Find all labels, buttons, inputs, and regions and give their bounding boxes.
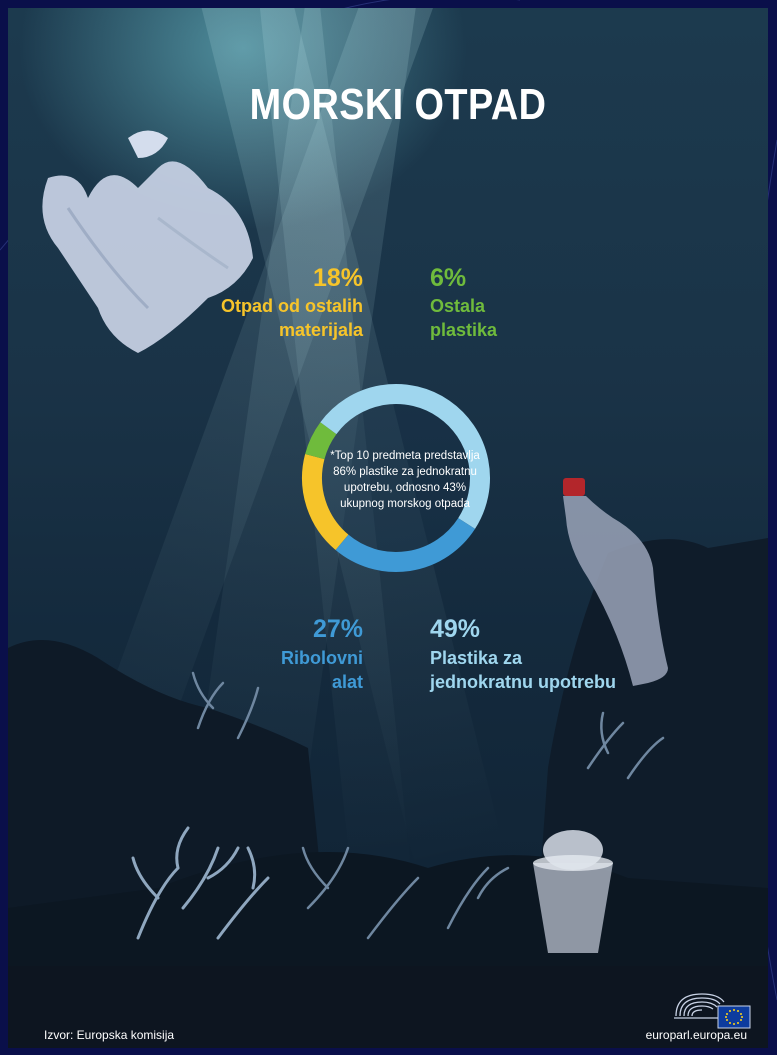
label-fishing-gear-value: 27%	[312, 615, 363, 643]
plastic-bottle-illustration	[563, 478, 668, 686]
website-link[interactable]: europarl.europa.eu	[645, 1028, 747, 1042]
page-title: MORSKI OTPAD	[249, 80, 547, 129]
label-single-use-line2: jednokratnu upotrebu	[430, 672, 616, 692]
donut-segment-otpad-od-ostalih-materijala	[302, 453, 349, 551]
donut-segment-ostala-plastika	[305, 422, 337, 460]
note-line-2: 86% plastike za jednokratnu	[333, 466, 477, 478]
coral-mid	[191, 671, 665, 940]
label-other-materials-line1: Otpad od ostalih	[221, 296, 363, 316]
note-line-1: *Top 10 predmeta predstavlja	[330, 450, 480, 462]
coral-left	[131, 826, 270, 940]
label-single-use-line1: Plastika za	[430, 648, 523, 668]
label-other-materials-line2: materijala	[278, 320, 363, 340]
label-fishing-gear-line1: Ribolovni	[281, 648, 363, 668]
label-other-materials-value: 18%	[312, 264, 363, 292]
source-credit: Izvor: Europska komisija	[44, 1028, 175, 1042]
plastic-cup-illustration	[533, 830, 613, 953]
label-other-plastic-line2: plastika	[430, 320, 498, 340]
plastic-bag-illustration	[42, 130, 253, 353]
label-other-plastic-value: 6%	[430, 264, 467, 292]
note-line-3: upotrebu, odnosno 43%	[343, 482, 467, 494]
label-other-plastic-line1: Ostala	[430, 296, 486, 316]
note-line-4: ukupnog morskog otpada	[340, 498, 470, 510]
donut-center-note: *Top 10 predmeta predstavlja 86% plastik…	[320, 448, 490, 512]
seabed-illustration	[8, 130, 768, 1048]
infographic-poster: MORSKI OTPAD 18% Otpad od ostalih materi…	[8, 8, 768, 1048]
label-single-use-value: 49%	[430, 615, 481, 643]
donut-chart	[302, 384, 490, 572]
donut-segment-ribolovni-alat	[335, 517, 476, 572]
european-parliament-logo	[674, 993, 751, 1029]
label-fishing-gear-line2: alat	[331, 672, 363, 692]
eu-stars-icon	[725, 1009, 743, 1025]
donut-segment-plastika-za-jednokratnu-upotrebu	[320, 384, 490, 529]
